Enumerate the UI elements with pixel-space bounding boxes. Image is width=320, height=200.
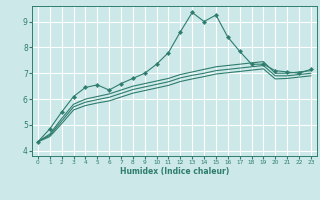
X-axis label: Humidex (Indice chaleur): Humidex (Indice chaleur) (120, 167, 229, 176)
